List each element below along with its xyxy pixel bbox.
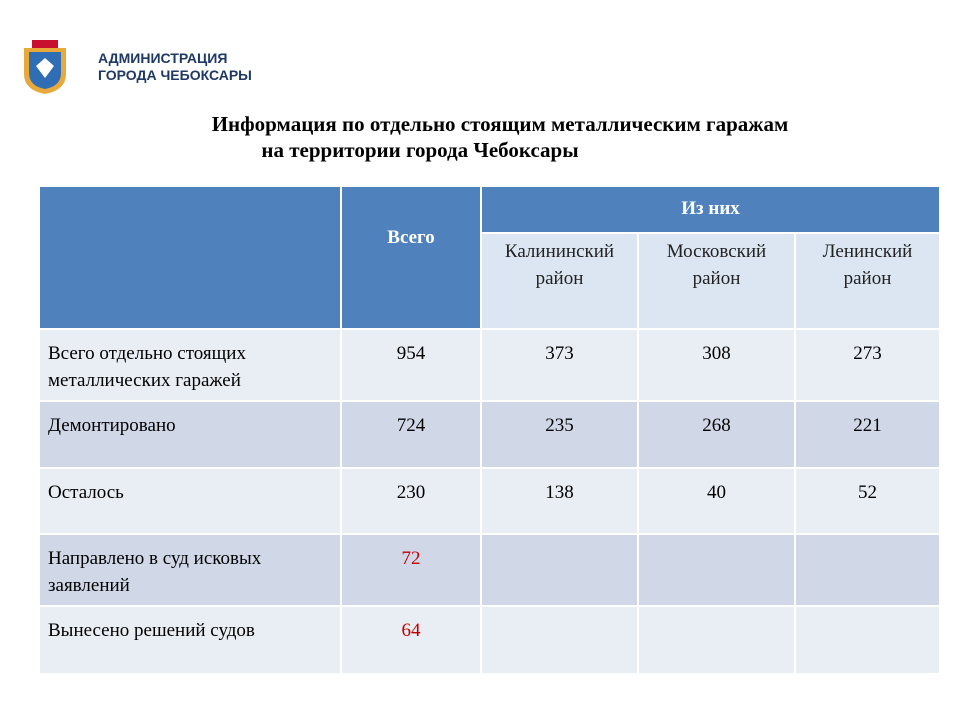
cell: 235	[480, 400, 639, 469]
org-name: АДМИНИСТРАЦИЯ	[98, 50, 228, 66]
cell: 268	[637, 400, 796, 469]
title: на территории города Чебоксары	[261, 138, 579, 162]
cell: Калининский район	[480, 232, 639, 330]
cell	[637, 605, 796, 675]
header-cell: Всего	[340, 185, 482, 330]
cell: 273	[793, 328, 942, 402]
cell: 64	[340, 605, 482, 675]
cell	[480, 533, 639, 607]
cell: 52	[793, 467, 942, 535]
header-cell: Из них	[479, 185, 942, 234]
row: Всего отдельно стоящих металлических гар…	[38, 328, 942, 402]
cell: Осталось	[38, 467, 342, 535]
row: Демонтировано 724 235 268 221	[38, 400, 942, 469]
cell	[793, 533, 942, 607]
garage-table: Всего Из них Калининский район Московский…	[38, 185, 942, 675]
cell	[637, 533, 796, 607]
cell	[793, 605, 942, 675]
cell: 40	[637, 467, 796, 535]
cell: 221	[793, 400, 942, 469]
cell: 373	[480, 328, 639, 402]
cell: Ленинский район	[793, 232, 942, 330]
cell: 724	[340, 400, 482, 469]
cell	[480, 605, 639, 675]
cell: 308	[637, 328, 796, 402]
cell: 954	[340, 328, 482, 402]
cell: Направлено в суд исковых заявлений	[38, 533, 342, 607]
cell: 230	[340, 467, 482, 535]
row: Направлено в суд исковых заявлений 72	[38, 533, 942, 607]
city-emblem	[24, 40, 66, 94]
header-cell	[38, 185, 342, 330]
cell: Всего отдельно стоящих металлических гар…	[38, 328, 342, 402]
cell: Московский район	[637, 232, 796, 330]
row: Вынесено решений судов 64	[38, 605, 942, 675]
cell: 72	[340, 533, 482, 607]
cell: Демонтировано	[38, 400, 342, 469]
cell: 138	[480, 467, 639, 535]
cell: Вынесено решений судов	[38, 605, 342, 675]
title: Информация по отдельно стоящим металличе…	[211, 112, 789, 136]
row: Осталось 230 138 40 52	[38, 467, 942, 535]
org-name: ГОРОДА ЧЕБОКСАРЫ	[98, 67, 252, 83]
